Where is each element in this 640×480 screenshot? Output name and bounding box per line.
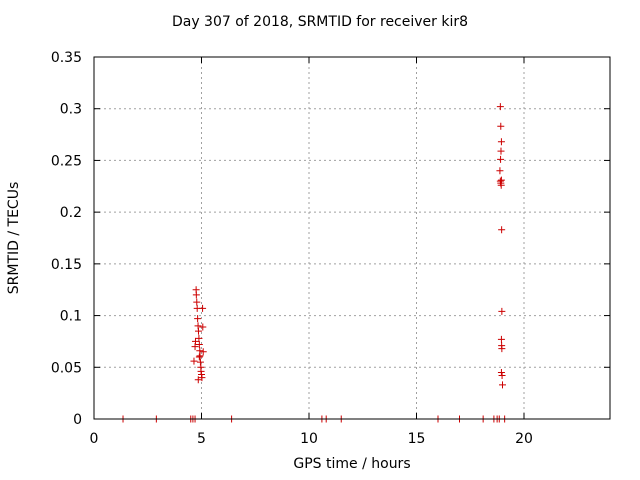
y-tick-label: 0.25 — [51, 153, 82, 169]
y-tick-label: 0.1 — [60, 309, 82, 325]
data-point-marker — [497, 368, 505, 376]
data-point-marker — [198, 374, 206, 382]
x-tick-label: 20 — [515, 431, 533, 447]
data-point-marker — [195, 334, 203, 342]
data-point-marker — [497, 181, 505, 189]
data-point-marker — [194, 327, 202, 335]
y-tick-label: 0.05 — [51, 360, 82, 376]
data-point-marker — [199, 304, 207, 312]
data-point-marker — [196, 352, 204, 360]
data-point-marker — [497, 122, 505, 130]
axis-ticks: 0 5 10 15 20 0 0.05 0.1 0.15 0.2 0.25 0.3 0.35 — [51, 50, 610, 447]
data-point-marker — [190, 357, 198, 365]
data-point-marker — [498, 307, 506, 315]
data-point-marker — [496, 167, 504, 175]
data-point-marker — [498, 372, 506, 380]
x-tick-label: 15 — [408, 431, 426, 447]
x-tick-label: 5 — [197, 431, 206, 447]
data-point-marker — [497, 335, 505, 343]
x-tick-label: 0 — [90, 431, 99, 447]
data-point-marker — [194, 315, 202, 323]
data-point-marker — [193, 298, 201, 306]
grid-lines — [94, 57, 610, 419]
data-point-marker — [199, 348, 207, 356]
data-point-marker — [199, 323, 207, 331]
y-axis-label: SRMTID / TECUs — [6, 181, 22, 295]
y-tick-label: 0.2 — [60, 205, 82, 221]
data-point-marker — [496, 103, 504, 111]
data-point-marker — [195, 353, 203, 361]
data-point-marker — [497, 138, 505, 146]
data-point-marker — [191, 337, 199, 345]
data-point-marker — [194, 376, 202, 384]
x-axis-label: GPS time / hours — [293, 456, 411, 472]
data-point-marker — [498, 345, 506, 353]
y-tick-label: 0 — [73, 412, 82, 428]
data-point-marker — [192, 291, 200, 299]
plot-frame — [93, 56, 611, 420]
y-tick-label: 0.3 — [60, 102, 82, 118]
data-point-marker — [195, 341, 203, 349]
data-point-marker — [498, 226, 506, 234]
x-tick-label: 10 — [300, 431, 318, 447]
data-point-marker — [497, 155, 505, 163]
data-point-marker — [497, 147, 505, 155]
data-point-marker — [499, 381, 506, 389]
y-tick-label: 0.35 — [51, 50, 82, 66]
data-points — [119, 103, 509, 423]
chart-title: Day 307 of 2018, SRMTID for receiver kir… — [171, 14, 469, 30]
y-tick-label: 0.15 — [51, 257, 82, 273]
